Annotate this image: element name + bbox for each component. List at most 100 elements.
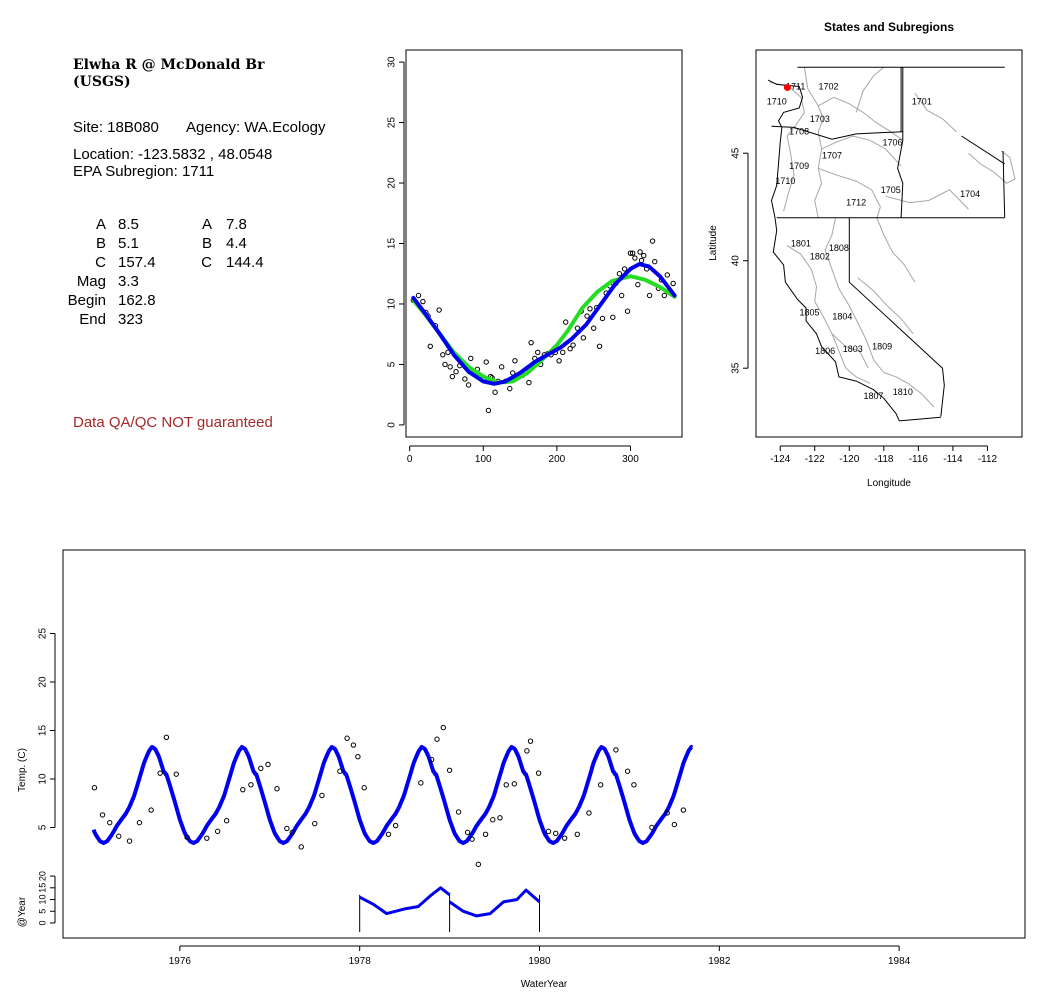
seasonal-x-tick-label: 0 (407, 454, 413, 465)
subregion-label: 1801 (791, 239, 811, 249)
param2-label-b: B (201, 235, 212, 252)
subregion-label: 1805 (800, 307, 820, 317)
subregion-label: 1712 (846, 198, 866, 208)
year-curve (359, 886, 451, 916)
seasonal-data-point (613, 280, 619, 287)
timeseries-x-tick-label: 1982 (708, 956, 731, 967)
subregion-boundary (873, 359, 935, 408)
timeseries-plot-frame (62, 549, 1026, 939)
timeseries-y-tick-label: 20 (38, 676, 49, 688)
subregion-label: 1710 (775, 176, 795, 186)
subregion-boundary (914, 92, 957, 133)
seasonal-data-point (453, 368, 459, 375)
seasonal-data-point (590, 325, 597, 331)
map-title: States and Subregions (824, 20, 954, 34)
map-x-axis-label: Longitude (867, 478, 911, 489)
map-y-axis-label: Latitude (708, 225, 719, 261)
timeseries-data-point (126, 838, 133, 844)
seasonal-fit-line-blue (411, 262, 677, 386)
seasonal-x-tick-label: 300 (622, 454, 639, 465)
seasonal-data-point (627, 250, 634, 256)
seasonal-data-point (447, 364, 453, 370)
timeseries-data-point (157, 770, 163, 776)
seasonal-data-point (629, 250, 636, 256)
seasonal-y-tick-label: 30 (387, 56, 398, 68)
subregion-boundary (845, 367, 871, 384)
subregion-label: 1802 (810, 251, 830, 261)
site-id: Site: 18B080 (73, 119, 159, 136)
timeseries-y-axis-label: Temp. (C) (17, 748, 28, 792)
timeseries-data-point (361, 785, 367, 791)
year-axis-tick-label: 20 (37, 871, 47, 881)
seasonal-data-point (519, 372, 525, 379)
seasonal-data-point (574, 325, 581, 331)
seasonal-data-point (541, 352, 548, 358)
timeseries-data-point (240, 786, 246, 793)
map-x-tick-label: -120 (839, 454, 859, 465)
seasonal-data-point (483, 359, 489, 365)
seasonal-data-point (489, 375, 495, 381)
seasonal-y-tick-label: 20 (387, 177, 398, 189)
subregion-boundary (814, 301, 847, 369)
subregion-label: 1711 (786, 82, 805, 92)
timeseries-data-point (434, 736, 440, 742)
subregion-label: 1807 (863, 391, 883, 401)
timeseries-data-point (350, 742, 357, 748)
seasonal-data-point (487, 373, 494, 380)
seasonal-data-point (624, 308, 631, 314)
timeseries-x-tick-label: 1978 (349, 956, 372, 967)
site-epa-subregion: EPA Subregion: 1711 (73, 163, 215, 180)
seasonal-data-point (661, 292, 668, 299)
seasonal-data-point (436, 307, 442, 313)
timeseries-data-point (298, 844, 304, 850)
param-label-begin: Begin (67, 292, 106, 309)
seasonal-data-point (603, 290, 609, 296)
param-value-end: 323 (118, 311, 144, 328)
seasonal-data-point (616, 271, 623, 277)
seasonal-data-point (523, 368, 529, 375)
timeseries-x-axis-label: WaterYear (521, 979, 568, 990)
seasonal-x-tick-label: 100 (475, 454, 492, 465)
seasonal-data-point (618, 292, 625, 299)
seasonal-data-point (643, 266, 650, 272)
timeseries-data-point (418, 780, 424, 786)
timeseries-data-point (355, 753, 361, 760)
timeseries-data-point (265, 761, 271, 768)
map-y-tick-label: 45 (731, 147, 742, 159)
timeseries-data-point (440, 724, 447, 731)
subregion-label: 1705 (881, 185, 901, 195)
subregion-boundary (803, 67, 824, 218)
subregion-label: 1810 (893, 387, 913, 397)
timeseries-data-point (163, 734, 170, 740)
timeseries-data-point (99, 812, 106, 818)
timeseries-data-point (561, 835, 568, 841)
seasonal-data-point (552, 349, 559, 356)
seasonal-y-tick-label: 5 (387, 361, 398, 367)
timeseries-data-point (455, 809, 462, 815)
param-label-mag: Mag (76, 273, 106, 290)
seasonal-data-point (471, 370, 478, 376)
state-boundary (1002, 150, 1006, 218)
timeseries-data-point (337, 768, 343, 774)
timeseries-data-point (497, 815, 503, 821)
site-location-marker (783, 84, 791, 92)
coastline (767, 79, 900, 422)
seasonal-data-point (526, 379, 532, 386)
qa-disclaimer: Data QA/QC NOT guaranteed (73, 414, 273, 431)
year-axis-tick-label: 5 (37, 909, 47, 914)
subregion-label: 1804 (832, 312, 852, 322)
timeseries-data-point (631, 782, 637, 788)
timeseries-data-point (664, 810, 670, 816)
seasonal-data-point (480, 376, 486, 382)
map-y-tick-label: 40 (731, 255, 742, 267)
state-boundary (899, 416, 941, 422)
seasonal-data-point (449, 373, 456, 380)
seasonal-data-point (459, 360, 466, 366)
seasonal-data-point (492, 389, 498, 395)
seasonal-data-point (652, 258, 658, 265)
subregion-boundary (855, 66, 885, 113)
timeseries-data-point (535, 770, 542, 776)
seasonal-x-tick-label: 200 (549, 454, 566, 465)
subregion-boundary (885, 189, 969, 210)
seasonal-data-point (655, 285, 662, 291)
